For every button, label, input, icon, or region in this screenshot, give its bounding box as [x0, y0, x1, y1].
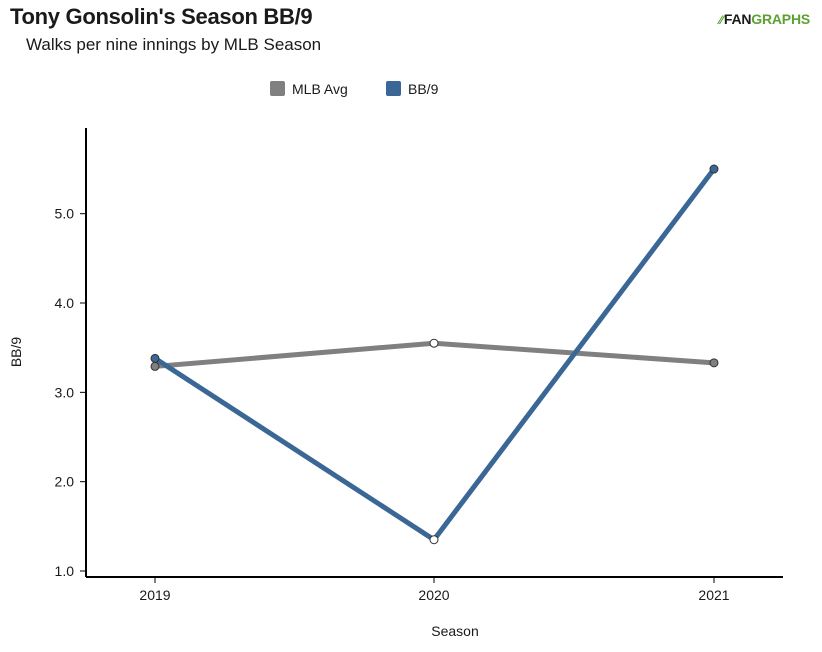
- data-point-bb9[interactable]: [709, 164, 719, 174]
- data-point-mlb-avg[interactable]: [150, 361, 160, 371]
- chart-legend: MLB Avg BB/9: [270, 81, 439, 97]
- x-axis-title: Season: [431, 623, 478, 639]
- x-tick-label: 2020: [418, 587, 449, 603]
- logo-text-fan: FAN: [723, 11, 752, 27]
- logo-text-graphs: GRAPHS: [751, 11, 810, 27]
- chart-subtitle: Walks per nine innings by MLB Season: [26, 35, 322, 54]
- legend-label[interactable]: BB/9: [408, 81, 439, 97]
- x-tick-label: 2021: [698, 587, 729, 603]
- legend-label[interactable]: MLB Avg: [292, 81, 348, 97]
- y-tick-label: 5.0: [55, 206, 75, 222]
- y-tick-label: 3.0: [55, 384, 75, 400]
- chart-series: [150, 164, 719, 545]
- y-tick-label: 2.0: [55, 474, 75, 490]
- data-point-bb9[interactable]: [429, 535, 439, 545]
- chart-axes: 1.0 2.0 3.0 4.0 5.0 2019 2020 2021 Season BB/9: [8, 128, 783, 639]
- y-tick-label: 4.0: [55, 295, 75, 311]
- fangraphs-logo-icon: ⁄⁄: [719, 13, 723, 27]
- data-point-bb9[interactable]: [150, 353, 160, 363]
- chart-title: Tony Gonsolin's Season BB/9: [10, 4, 313, 29]
- x-tick-label: 2019: [139, 587, 170, 603]
- legend-swatch[interactable]: [386, 81, 401, 96]
- series-line-bb9: [152, 166, 717, 543]
- fangraphs-logo[interactable]: ⁄⁄FANGRAPHS: [719, 11, 810, 27]
- legend-swatch[interactable]: [270, 81, 285, 96]
- y-axis-title: BB/9: [8, 337, 24, 368]
- y-tick-label: 1.0: [55, 563, 75, 579]
- data-point-mlb-avg[interactable]: [429, 338, 439, 348]
- data-point-mlb-avg[interactable]: [709, 358, 719, 368]
